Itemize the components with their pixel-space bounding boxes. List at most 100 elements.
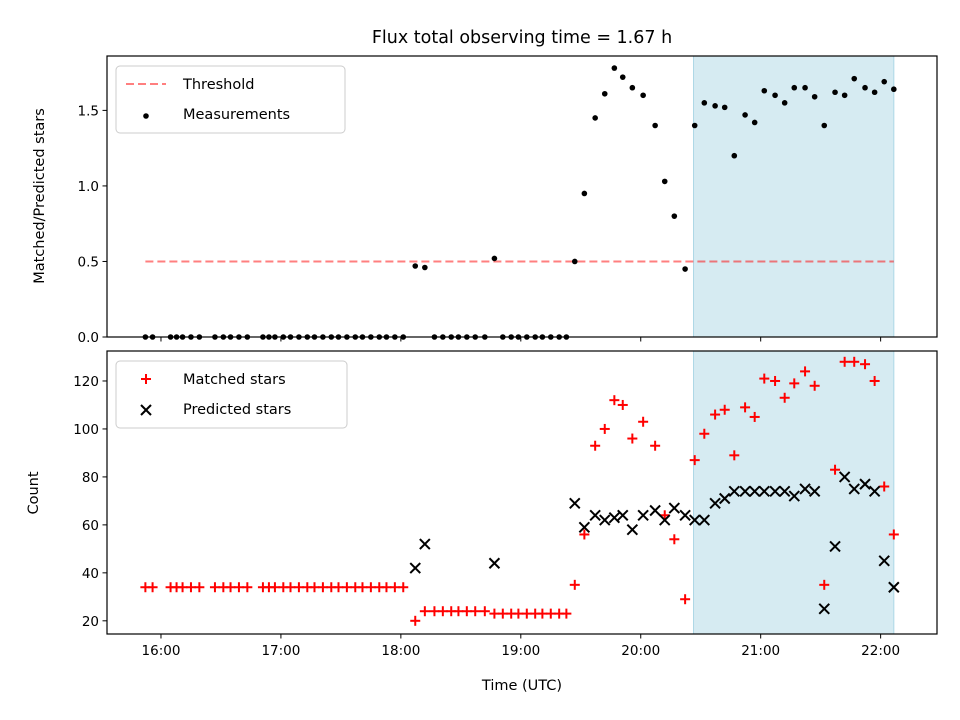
- predicted-star-point: [637, 509, 649, 521]
- measurement-point: [731, 152, 738, 159]
- matched-star-point: [590, 440, 601, 451]
- x-tick-label: 19:00: [501, 643, 540, 659]
- predicted-star-point: [859, 478, 871, 490]
- predicted-star-point: [728, 485, 741, 498]
- matched-star-point: [869, 375, 880, 386]
- matched-star-point: [569, 579, 580, 590]
- measurement-point: [891, 86, 897, 93]
- predicted-star-point: [679, 509, 691, 521]
- measurement-point: [691, 122, 698, 129]
- measurement-point: [751, 119, 758, 126]
- matched-star-point: [800, 366, 811, 377]
- measurement-point: [832, 89, 838, 96]
- matched-star-point: [789, 378, 800, 389]
- predicted-star-point: [718, 492, 731, 505]
- matched-star-point: [860, 359, 871, 370]
- ratio-legend: Threshold Measurements: [115, 65, 346, 134]
- matched-star-point: [770, 375, 781, 386]
- predicted-star-point: [488, 557, 501, 569]
- matched-star-point: [209, 582, 220, 593]
- measurement-point: [611, 65, 618, 71]
- matched-star-point: [699, 428, 710, 439]
- matched-star-point: [513, 608, 524, 619]
- matched-star-point: [609, 395, 620, 406]
- matched-star-point: [317, 582, 328, 593]
- legend-predicted-swatch: [140, 404, 152, 416]
- matched-star-point: [398, 582, 409, 593]
- predicted-star-point: [769, 485, 781, 498]
- count-legend-box: [115, 360, 348, 429]
- measurement-point: [601, 90, 608, 97]
- y-tick-label: 80: [82, 470, 99, 486]
- y-tick-label: 60: [82, 518, 99, 534]
- y-tick-label: 120: [73, 374, 99, 390]
- predicted-star-point: [599, 514, 611, 526]
- measurement-point: [802, 84, 808, 91]
- legend-measurements-swatch: [143, 113, 149, 119]
- legend-matched-label: Matched stars: [183, 372, 286, 388]
- measurement-point: [871, 89, 878, 96]
- measurement-point: [791, 84, 798, 91]
- predicted-star-point: [739, 485, 751, 498]
- matched-star-point: [537, 608, 548, 619]
- predicted-star-point: [626, 523, 639, 536]
- predicted-star-point: [698, 514, 711, 526]
- matched-star-point: [429, 606, 440, 617]
- predicted-star-point: [689, 514, 701, 526]
- matched-star-point: [879, 481, 890, 492]
- matched-star-point: [888, 529, 899, 540]
- x-tick-label: 20:00: [621, 643, 660, 659]
- predicted-star-point: [709, 497, 721, 509]
- matched-star-point: [470, 606, 481, 617]
- shaded-region: [693, 350, 895, 635]
- predicted-star-point: [788, 490, 800, 502]
- matched-star-point: [365, 582, 376, 593]
- matched-star-point: [729, 450, 740, 461]
- predicted-star-point: [578, 521, 591, 533]
- matched-star-point: [719, 404, 730, 415]
- measurement-point: [811, 93, 818, 100]
- matched-star-point: [617, 399, 628, 410]
- x-tick-label: 16:00: [142, 643, 181, 659]
- matched-star-point: [521, 608, 532, 619]
- measurement-point: [671, 213, 678, 219]
- matched-star-point: [242, 582, 253, 593]
- measurement-point: [721, 104, 728, 111]
- matched-star-point: [410, 615, 421, 626]
- predicted-star-point: [668, 502, 681, 514]
- predicted-star-point: [808, 485, 821, 498]
- matched-star-point: [194, 582, 205, 593]
- measurement-point: [422, 264, 428, 271]
- y-tick-label: 1.0: [78, 179, 99, 195]
- measurement-point: [619, 74, 626, 80]
- y-tick-label: 0.0: [78, 330, 99, 346]
- legend-predicted-label: Predicted stars: [183, 402, 291, 418]
- matched-star-point: [545, 608, 556, 619]
- matched-star-point: [453, 606, 464, 617]
- matched-star-point: [689, 455, 700, 466]
- legend-matched-swatch: [141, 374, 151, 384]
- matched-star-point: [225, 582, 236, 593]
- matched-star-point: [740, 402, 751, 413]
- measurement-point: [640, 92, 646, 99]
- predicted-star-point: [409, 562, 421, 574]
- matched-star-point: [233, 582, 244, 593]
- measurement-point: [682, 266, 688, 272]
- matched-star-point: [341, 582, 352, 593]
- ratio-y-axis-label: Matched/Predicted stars: [32, 108, 48, 284]
- y-tick-label: 1.5: [78, 103, 99, 119]
- matched-star-point: [650, 440, 661, 451]
- predicted-star-point: [608, 511, 621, 524]
- measurement-point: [781, 100, 788, 106]
- predicted-star-point: [659, 514, 671, 526]
- ratio-axes-frame: [106, 55, 938, 338]
- measurement-point: [761, 87, 768, 94]
- measurement-point: [571, 258, 578, 265]
- matched-star-point: [285, 582, 296, 593]
- ratio-legend-box: [115, 65, 346, 134]
- measurement-point: [742, 112, 748, 118]
- count-y-axis-label: Count: [26, 471, 42, 514]
- matched-star-point: [749, 411, 760, 422]
- predicted-star-point: [848, 483, 860, 495]
- predicted-star-point: [778, 485, 791, 498]
